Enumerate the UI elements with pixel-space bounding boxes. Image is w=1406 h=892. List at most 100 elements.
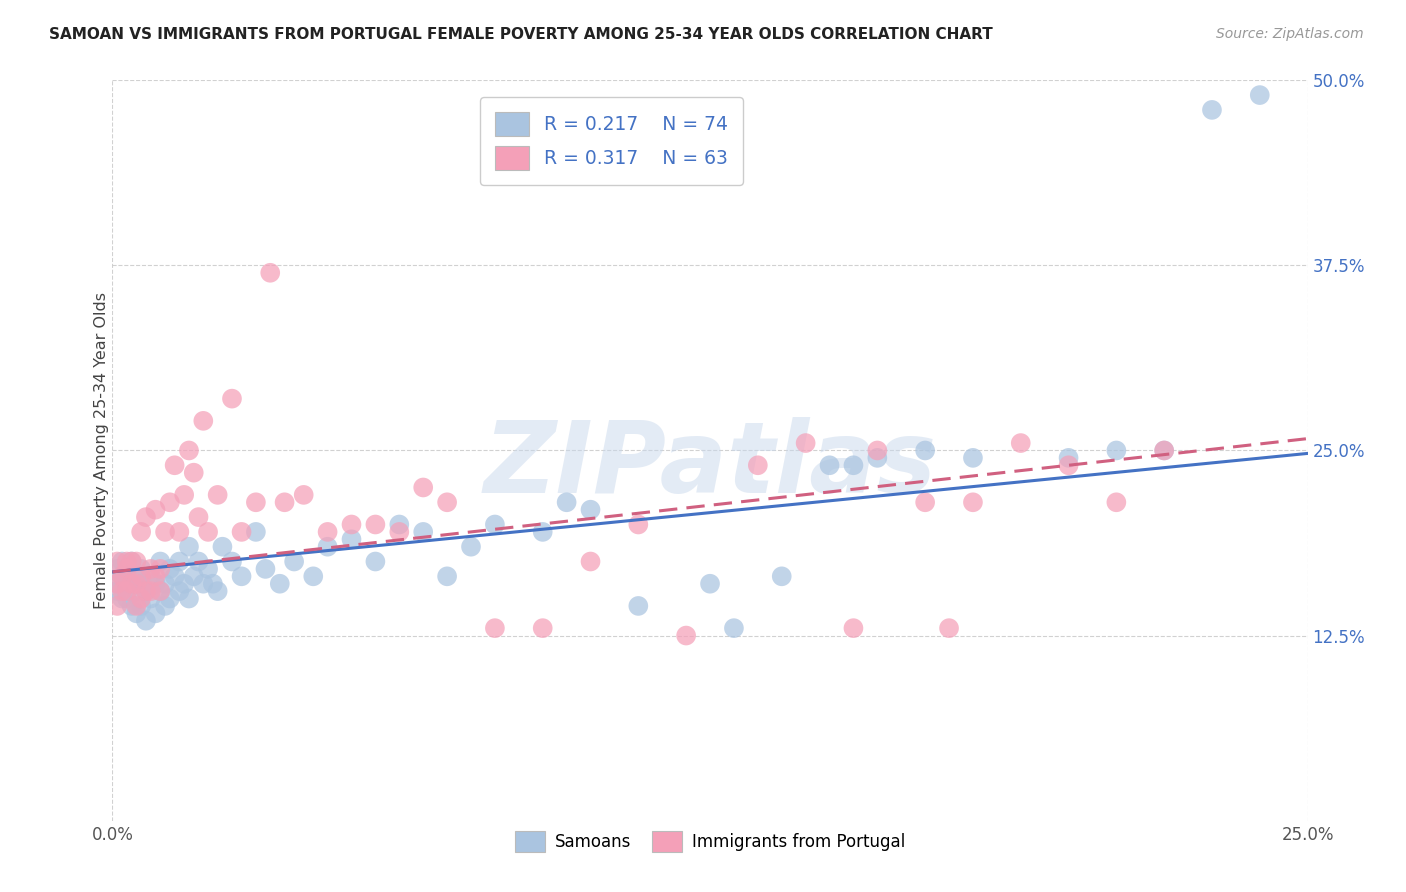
Point [183, 466, 205, 480]
Point [388, 524, 411, 539]
Point [169, 584, 191, 599]
Point [139, 562, 162, 576]
Point [173, 488, 195, 502]
Point [177, 443, 200, 458]
Point [139, 591, 162, 606]
Point [316, 524, 339, 539]
Point [302, 569, 325, 583]
Point [962, 450, 984, 465]
Text: SAMOAN VS IMMIGRANTS FROM PORTUGAL FEMALE POVERTY AMONG 25-34 YEAR OLDS CORRELAT: SAMOAN VS IMMIGRANTS FROM PORTUGAL FEMAL… [49, 27, 993, 42]
Point [115, 584, 138, 599]
Point [169, 555, 191, 569]
Point [145, 607, 167, 621]
Point [153, 524, 176, 539]
Point [818, 458, 841, 473]
Point [866, 443, 889, 458]
Point [121, 555, 143, 569]
Point [531, 524, 554, 539]
Point [1105, 495, 1128, 509]
Point [283, 555, 305, 569]
Point [145, 502, 167, 516]
Point [125, 584, 148, 599]
Point [163, 569, 186, 583]
Point [699, 576, 721, 591]
Point [149, 584, 172, 599]
Text: ZIPatlas: ZIPatlas [484, 417, 936, 514]
Point [221, 555, 243, 569]
Point [484, 517, 506, 532]
Point [1153, 443, 1175, 458]
Point [159, 591, 181, 606]
Point [211, 540, 233, 554]
Point [245, 524, 267, 539]
Point [627, 517, 650, 532]
Point [197, 524, 219, 539]
Point [1057, 450, 1080, 465]
Point [111, 569, 134, 583]
Point [121, 555, 143, 569]
Point [173, 576, 195, 591]
Point [105, 584, 128, 599]
Point [388, 517, 411, 532]
Point [129, 524, 152, 539]
Point [364, 555, 387, 569]
Point [115, 562, 138, 576]
Point [292, 488, 315, 502]
Point [962, 495, 984, 509]
Point [169, 524, 191, 539]
Point [207, 488, 229, 502]
Point [221, 392, 243, 406]
Point [135, 614, 157, 628]
Point [842, 458, 865, 473]
Point [129, 576, 152, 591]
Point [1010, 436, 1032, 450]
Point [121, 599, 143, 613]
Point [187, 555, 209, 569]
Point [111, 591, 134, 606]
Point [316, 540, 339, 554]
Point [139, 569, 162, 583]
Point [193, 414, 215, 428]
Point [159, 562, 181, 576]
Point [259, 266, 281, 280]
Point [770, 569, 793, 583]
Point [135, 584, 157, 599]
Point [159, 495, 181, 509]
Point [412, 480, 434, 494]
Point [436, 495, 458, 509]
Point [231, 569, 253, 583]
Point [627, 599, 650, 613]
Point [149, 584, 172, 599]
Point [129, 569, 152, 583]
Point [187, 510, 209, 524]
Point [484, 621, 506, 635]
Point [531, 621, 554, 635]
Point [125, 555, 148, 569]
Point [269, 576, 291, 591]
Point [129, 599, 152, 613]
Point [579, 555, 602, 569]
Point [245, 495, 267, 509]
Point [125, 569, 148, 583]
Text: Source: ZipAtlas.com: Source: ZipAtlas.com [1216, 27, 1364, 41]
Point [149, 562, 172, 576]
Point [115, 569, 138, 583]
Point [436, 569, 458, 583]
Point [125, 607, 148, 621]
Point [121, 576, 143, 591]
Point [153, 576, 176, 591]
Point [1201, 103, 1223, 117]
Point [105, 576, 128, 591]
Point [105, 576, 128, 591]
Point [149, 555, 172, 569]
Point [197, 562, 219, 576]
Point [115, 576, 138, 591]
Point [794, 436, 817, 450]
Point [105, 555, 128, 569]
Point [723, 621, 745, 635]
Point [273, 495, 295, 509]
Point [125, 576, 148, 591]
Point [163, 458, 186, 473]
Point [129, 591, 152, 606]
Point [412, 524, 434, 539]
